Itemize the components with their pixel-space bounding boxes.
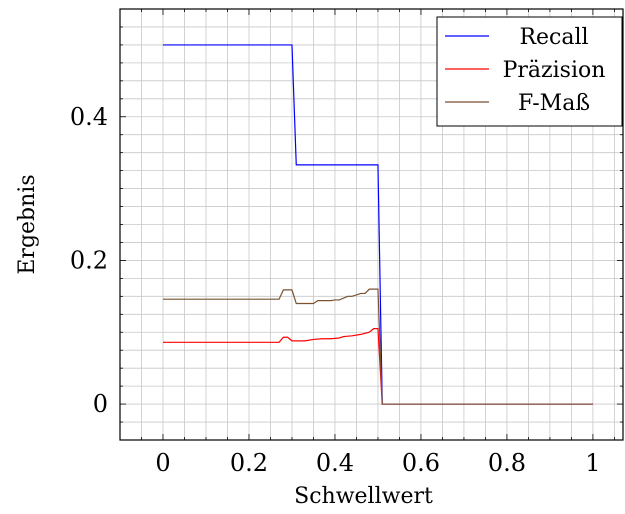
x-tick-label: 0.8 bbox=[488, 449, 526, 477]
legend-label: Recall bbox=[519, 25, 588, 50]
x-tick-label: 0.6 bbox=[402, 449, 440, 477]
x-tick-label: 1 bbox=[585, 449, 600, 477]
series-layer bbox=[162, 44, 593, 405]
series-line-3 bbox=[162, 288, 593, 405]
x-tick-label: 0.2 bbox=[230, 449, 268, 477]
y-tick-label: 0.2 bbox=[70, 246, 108, 274]
x-axis-label: Schwellwert bbox=[294, 484, 433, 509]
y-axis-label: Ergebnis bbox=[15, 174, 40, 274]
ticks: 0 0.2 0.4 0.6 0.8 1 0 0.2 0.4 bbox=[70, 8, 623, 477]
x-tick-label: 0 bbox=[155, 449, 170, 477]
y-tick-label: 0.4 bbox=[70, 103, 108, 131]
legend-label: F-Maß bbox=[518, 91, 590, 116]
y-tick-label: 0 bbox=[93, 390, 108, 418]
series-line-2 bbox=[162, 328, 593, 405]
x-tick-label: 0.4 bbox=[316, 449, 354, 477]
legend-label: Präzision bbox=[503, 58, 606, 83]
legend: Recall Präzision F-Maß bbox=[436, 16, 623, 127]
legend-box bbox=[436, 16, 623, 127]
